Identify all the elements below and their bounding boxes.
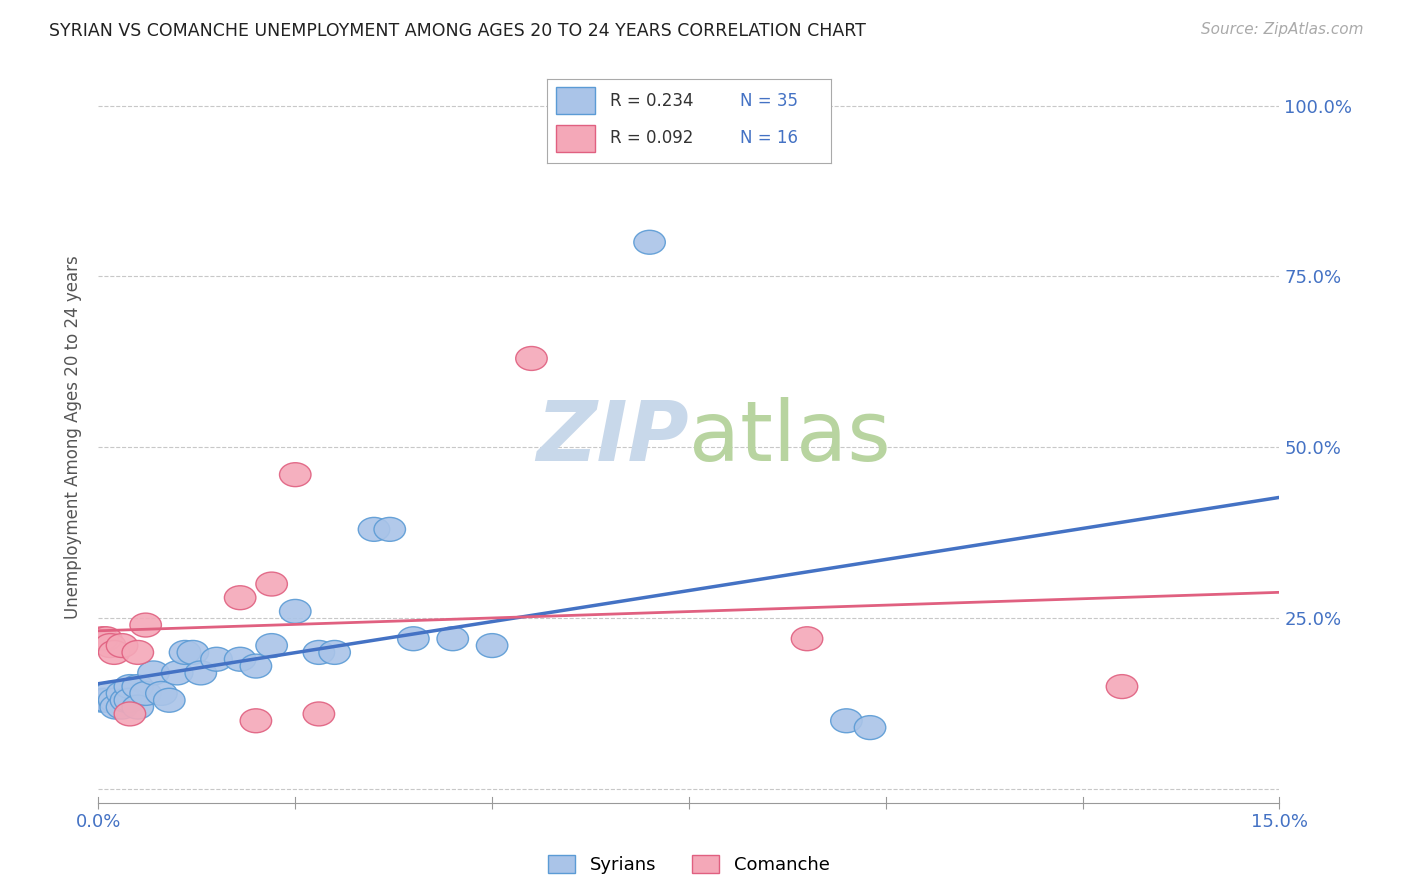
Y-axis label: Unemployment Among Ages 20 to 24 years: Unemployment Among Ages 20 to 24 years	[65, 255, 83, 619]
Ellipse shape	[792, 627, 823, 650]
Ellipse shape	[1107, 674, 1137, 698]
Ellipse shape	[146, 681, 177, 706]
Ellipse shape	[280, 599, 311, 624]
Ellipse shape	[122, 674, 153, 698]
Ellipse shape	[374, 517, 405, 541]
Ellipse shape	[855, 715, 886, 739]
Ellipse shape	[129, 613, 162, 637]
Ellipse shape	[304, 640, 335, 665]
Ellipse shape	[437, 627, 468, 650]
Ellipse shape	[94, 681, 127, 706]
Ellipse shape	[634, 230, 665, 254]
Ellipse shape	[98, 689, 129, 712]
Ellipse shape	[225, 586, 256, 610]
Ellipse shape	[319, 640, 350, 665]
Ellipse shape	[87, 689, 118, 712]
Ellipse shape	[398, 627, 429, 650]
Ellipse shape	[177, 640, 208, 665]
Legend: Syrians, Comanche: Syrians, Comanche	[548, 855, 830, 874]
Ellipse shape	[100, 695, 132, 719]
Ellipse shape	[169, 640, 201, 665]
Ellipse shape	[90, 627, 122, 650]
Text: SYRIAN VS COMANCHE UNEMPLOYMENT AMONG AGES 20 TO 24 YEARS CORRELATION CHART: SYRIAN VS COMANCHE UNEMPLOYMENT AMONG AG…	[49, 22, 866, 40]
Text: atlas: atlas	[689, 397, 890, 477]
Ellipse shape	[304, 702, 335, 726]
Ellipse shape	[256, 572, 287, 596]
Ellipse shape	[153, 689, 186, 712]
Ellipse shape	[225, 648, 256, 671]
Ellipse shape	[477, 633, 508, 657]
Ellipse shape	[94, 633, 127, 657]
Ellipse shape	[107, 681, 138, 706]
Ellipse shape	[186, 661, 217, 685]
Ellipse shape	[129, 681, 162, 706]
Ellipse shape	[114, 702, 146, 726]
Ellipse shape	[359, 517, 389, 541]
Ellipse shape	[280, 463, 311, 487]
Ellipse shape	[256, 633, 287, 657]
Ellipse shape	[87, 627, 118, 650]
Ellipse shape	[122, 695, 153, 719]
Ellipse shape	[240, 709, 271, 732]
Ellipse shape	[831, 709, 862, 732]
Ellipse shape	[110, 689, 142, 712]
Ellipse shape	[90, 689, 122, 712]
Ellipse shape	[240, 654, 271, 678]
Ellipse shape	[114, 674, 146, 698]
Ellipse shape	[138, 661, 169, 685]
Text: Source: ZipAtlas.com: Source: ZipAtlas.com	[1201, 22, 1364, 37]
Ellipse shape	[162, 661, 193, 685]
Text: ZIP: ZIP	[536, 397, 689, 477]
Ellipse shape	[114, 689, 146, 712]
Ellipse shape	[107, 695, 138, 719]
Ellipse shape	[516, 346, 547, 370]
Ellipse shape	[98, 640, 129, 665]
Ellipse shape	[122, 640, 153, 665]
Ellipse shape	[201, 648, 232, 671]
Ellipse shape	[107, 633, 138, 657]
